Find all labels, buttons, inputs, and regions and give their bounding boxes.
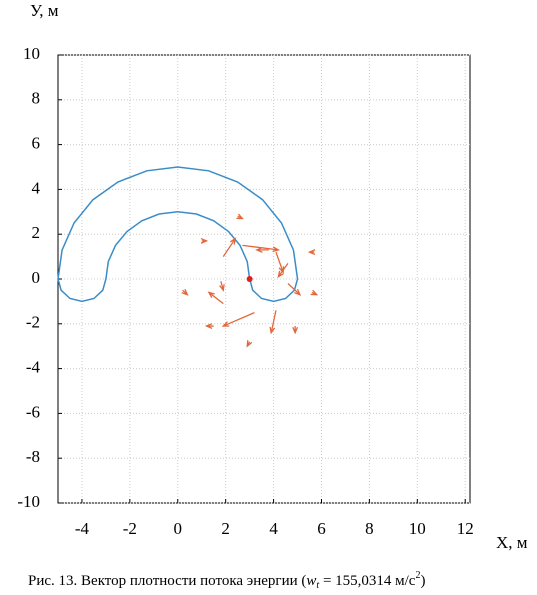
y-tick-label: 10 bbox=[23, 44, 40, 63]
y-axis-label: У, м bbox=[30, 1, 59, 20]
caption-subscript: t bbox=[316, 580, 319, 591]
x-tick-label: 10 bbox=[409, 519, 426, 538]
vector-arrow bbox=[200, 237, 209, 244]
x-tick-label: 2 bbox=[221, 519, 230, 538]
x-tick-label: 6 bbox=[317, 519, 326, 538]
vector-arrow bbox=[246, 340, 253, 348]
vector-arrow bbox=[221, 312, 255, 327]
vector-arrow bbox=[236, 213, 244, 220]
vector-arrow bbox=[219, 281, 225, 292]
vector-arrow bbox=[242, 244, 281, 253]
vector-arrow bbox=[181, 288, 189, 296]
plot-frame bbox=[57, 54, 471, 504]
vector-arrow bbox=[222, 237, 237, 257]
x-tick-label: 0 bbox=[174, 519, 183, 538]
y-tick-label: 0 bbox=[32, 268, 41, 287]
vector-arrow bbox=[287, 283, 302, 296]
x-axis-label: X, м bbox=[496, 533, 528, 552]
caption-symbol: w bbox=[306, 573, 316, 589]
vector-arrow bbox=[275, 251, 285, 274]
y-tick-label: -2 bbox=[26, 313, 40, 332]
source-point bbox=[246, 276, 253, 282]
y-tick-label: 2 bbox=[32, 223, 41, 242]
caption-text: ) bbox=[420, 573, 425, 589]
vector-arrow bbox=[307, 249, 316, 256]
vector-arrow bbox=[277, 262, 289, 279]
vector-arrow bbox=[292, 326, 299, 335]
vector-arrow bbox=[269, 310, 277, 335]
y-tick-label: -4 bbox=[26, 358, 41, 377]
y-tick-label: 8 bbox=[32, 89, 41, 108]
x-tick-label: 8 bbox=[365, 519, 374, 538]
y-tick-label: 4 bbox=[32, 178, 41, 197]
y-tick-label: 6 bbox=[32, 134, 41, 153]
vector-arrow bbox=[255, 246, 269, 253]
x-tick-label: -2 bbox=[123, 519, 137, 538]
x-tick-label: -4 bbox=[75, 519, 90, 538]
x-tick-label: 12 bbox=[457, 519, 474, 538]
caption-superscript: 2 bbox=[415, 570, 420, 581]
y-tick-label: -6 bbox=[26, 402, 40, 421]
y-tick-label: -8 bbox=[26, 447, 40, 466]
caption-text: Рис. 13. Вектор плотности потока энергии… bbox=[28, 573, 306, 589]
caption-text: = 155,0314 м/с bbox=[319, 573, 416, 589]
vector-arrow bbox=[310, 289, 319, 296]
x-tick-label: 4 bbox=[269, 519, 278, 538]
caption: Рис. 13. Вектор плотности потока энергии… bbox=[28, 570, 425, 591]
vector-arrow bbox=[207, 291, 224, 305]
vector-arrow bbox=[204, 323, 214, 329]
y-tick-label: -10 bbox=[17, 492, 40, 511]
